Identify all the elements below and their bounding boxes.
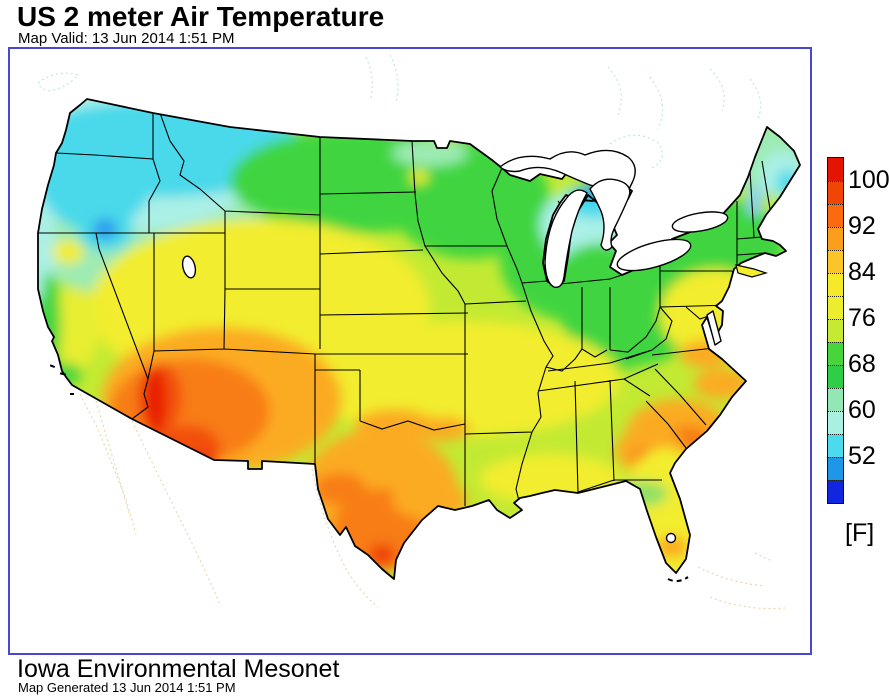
legend-segment-100-104 xyxy=(828,158,843,181)
legend-segment-76-80 xyxy=(828,296,843,319)
map-valid-timestamp: Map Valid: 13 Jun 2014 1:51 PM xyxy=(18,30,235,47)
legend-segment-64-68 xyxy=(828,365,843,388)
map-frame xyxy=(8,47,812,655)
legend-segment-92-96 xyxy=(828,204,843,227)
legend-segment-68-72 xyxy=(828,342,843,365)
faint-mexico-bahamas-outlines xyxy=(79,393,786,610)
faint-canada-outlines xyxy=(37,54,762,170)
legend-tick-label-92: 92 xyxy=(848,212,876,240)
legend-segment-72-76 xyxy=(828,319,843,342)
page-title: US 2 meter Air Temperature xyxy=(17,1,385,32)
lake-erie xyxy=(616,238,692,272)
legend-segment-48-52 xyxy=(828,457,843,480)
legend-tick-label-60: 60 xyxy=(848,396,876,424)
legend-tick-label-76: 76 xyxy=(848,304,876,332)
legend-segment-88-92 xyxy=(828,227,843,250)
legend-tick-label-68: 68 xyxy=(848,350,876,378)
legend-tick-label-52: 52 xyxy=(848,442,876,470)
legend-segment-84-88 xyxy=(828,250,843,273)
legend-segment-96-100 xyxy=(828,181,843,204)
legend-segment-60-64 xyxy=(828,388,843,411)
legend-tick-label-84: 84 xyxy=(848,258,876,286)
lake-ontario xyxy=(671,211,729,233)
legend-segment-44-48 xyxy=(828,480,843,503)
footer-organization: Iowa Environmental Mesonet xyxy=(17,655,340,683)
color-scale-bar xyxy=(827,157,844,504)
lake-huron xyxy=(589,178,631,251)
footer-generated-timestamp: Map Generated 13 Jun 2014 1:51 PM xyxy=(18,680,236,695)
temperature-legend: 100 92 84 76 68 60 52 [F] xyxy=(827,157,889,557)
legend-unit-label: [F] xyxy=(845,519,875,547)
state-borders xyxy=(38,112,776,506)
great-salt-lake xyxy=(181,255,197,279)
legend-segment-52-56 xyxy=(828,434,843,457)
legend-segment-56-60 xyxy=(828,411,843,434)
channel-islands xyxy=(49,364,74,395)
long-island xyxy=(735,264,769,278)
florida-keys xyxy=(667,576,689,583)
chesapeake-bay xyxy=(706,310,722,346)
legend-segment-80-84 xyxy=(828,273,843,296)
lake-michigan xyxy=(544,189,588,288)
us-temperature-map xyxy=(37,54,801,610)
lake-okeechobee xyxy=(665,532,677,544)
legend-tick-label-100: 100 xyxy=(848,166,889,194)
great-lakes xyxy=(181,149,729,544)
